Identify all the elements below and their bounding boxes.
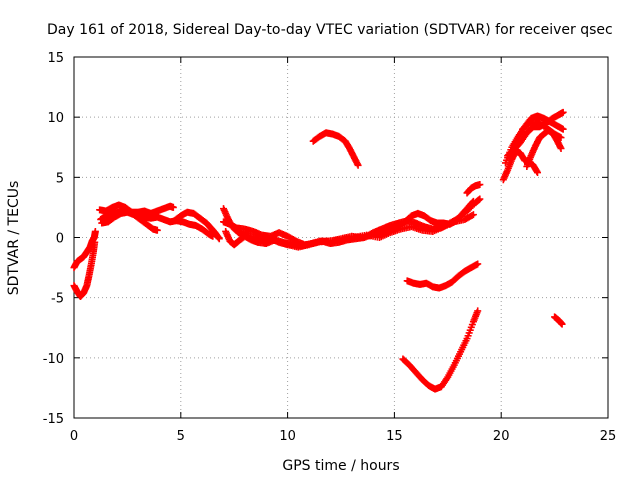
grid xyxy=(74,57,608,418)
series-evening-e xyxy=(519,118,565,142)
data-points xyxy=(70,108,567,393)
data-point-marker xyxy=(468,211,476,219)
y-tick-label: -15 xyxy=(43,412,64,427)
data-point-marker xyxy=(559,125,567,133)
data-point-marker xyxy=(469,211,477,219)
series-mid-c xyxy=(222,211,477,250)
data-point-marker xyxy=(474,260,482,268)
series-afternoon-low xyxy=(399,307,482,393)
y-tick-label: 10 xyxy=(47,111,64,126)
series-early-rise-b xyxy=(70,238,99,300)
x-tick-label: 25 xyxy=(600,429,617,444)
x-tick-label: 20 xyxy=(493,429,510,444)
series-arc-noon xyxy=(309,129,362,169)
y-axis-title: SDTVAR / TECUs xyxy=(6,181,22,296)
series-morning-c xyxy=(98,208,161,234)
series-early-rise-a xyxy=(70,227,99,272)
data-point-marker xyxy=(153,226,161,234)
data-point-marker xyxy=(476,181,484,189)
y-axis-tick-labels: -15 -10 -5 0 5 10 15 xyxy=(43,51,64,427)
x-tick-label: 10 xyxy=(279,429,296,444)
data-point-marker xyxy=(215,235,223,243)
data-point-marker xyxy=(557,134,565,142)
data-point-marker xyxy=(169,203,177,211)
data-point-marker xyxy=(558,320,566,328)
axis-ticks xyxy=(73,56,609,419)
x-axis-title: GPS time / hours xyxy=(282,458,399,474)
series-upper-tail xyxy=(463,181,484,197)
data-point-marker xyxy=(91,227,99,235)
data-point-marker xyxy=(559,108,567,116)
data-point-marker xyxy=(557,144,565,152)
x-tick-label: 0 xyxy=(70,429,78,444)
y-tick-label: 5 xyxy=(56,171,64,186)
data-point-marker xyxy=(534,169,542,177)
chart-title: Day 161 of 2018, Sidereal Day-to-day VTE… xyxy=(47,22,613,38)
y-tick-label: 15 xyxy=(47,51,64,66)
data-point-marker xyxy=(91,238,99,246)
series-late-short xyxy=(551,313,566,328)
series-afternoon-mid xyxy=(403,260,482,292)
y-tick-label: -10 xyxy=(43,352,64,367)
data-point-marker xyxy=(474,307,482,315)
y-tick-label: -5 xyxy=(51,292,64,307)
x-axis-tick-labels: 0 5 10 15 20 25 xyxy=(70,429,616,444)
y-tick-label: 0 xyxy=(56,232,64,247)
x-tick-label: 5 xyxy=(177,429,185,444)
data-point-marker xyxy=(476,195,484,203)
data-point-marker xyxy=(354,161,362,169)
x-tick-label: 15 xyxy=(386,429,403,444)
series-morning-d xyxy=(170,208,223,243)
